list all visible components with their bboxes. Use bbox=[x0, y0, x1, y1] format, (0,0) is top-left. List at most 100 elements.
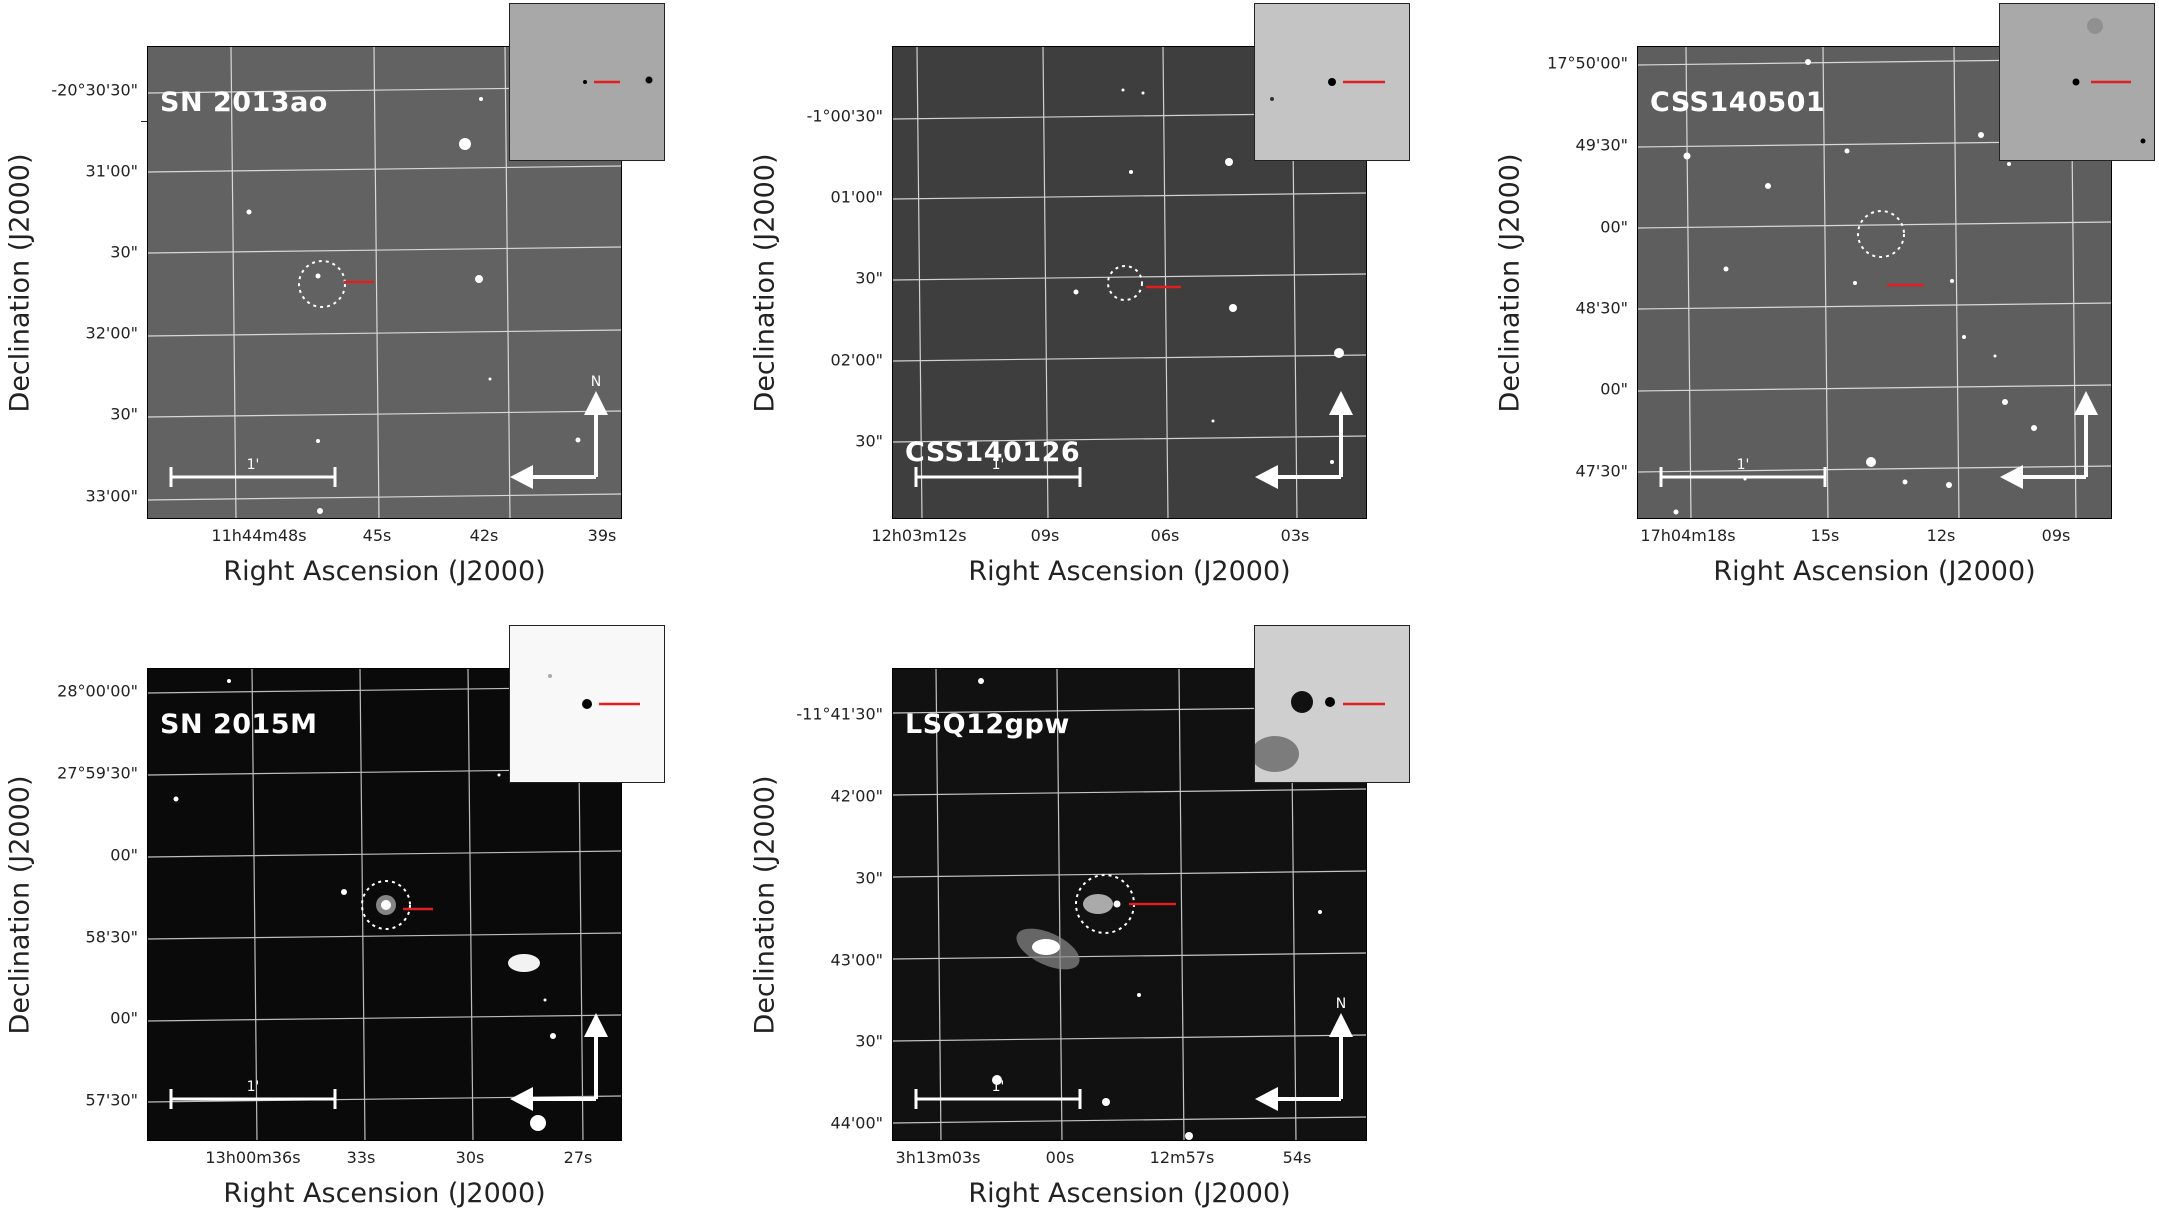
y-tick: 27°59'30" bbox=[57, 763, 138, 783]
y-tick: 42'00" bbox=[830, 786, 883, 806]
x-axis-label: Right Ascension (J2000) bbox=[968, 1178, 1291, 1209]
y-tick: 00" bbox=[110, 845, 138, 865]
x-tick: 12h03m12s bbox=[871, 526, 967, 545]
scale-bar bbox=[914, 467, 1082, 487]
x-axis-label: Right Ascension (J2000) bbox=[968, 556, 1291, 587]
y-tick: 30" bbox=[855, 868, 883, 888]
object-name: SN 2015M bbox=[160, 709, 318, 740]
y-tick: 00" bbox=[1600, 217, 1628, 237]
target-circle bbox=[1107, 265, 1143, 301]
y-tick: 49'30" bbox=[1575, 135, 1628, 155]
object-name: CSS140501 bbox=[1650, 87, 1826, 118]
inset-image bbox=[1999, 3, 2155, 161]
x-tick: 03s bbox=[1280, 526, 1310, 545]
inset-sky bbox=[2072, 18, 2146, 144]
scale-bar-label: 1' bbox=[1737, 457, 1750, 473]
inset-sky bbox=[583, 76, 653, 84]
compass-arrows bbox=[510, 1013, 608, 1111]
x-tick: 30s bbox=[455, 1148, 485, 1167]
scale-bar-label: 1' bbox=[992, 1079, 1005, 1095]
x-tick: 00s bbox=[1045, 1148, 1075, 1167]
y-tick: 47'30" bbox=[1575, 461, 1628, 481]
object-name: CSS140126 bbox=[905, 437, 1081, 468]
x-tick: 12m57s bbox=[1149, 1148, 1215, 1167]
target-circle bbox=[361, 880, 411, 930]
x-tick: 27s bbox=[563, 1148, 593, 1167]
y-tick: 31'00" bbox=[85, 161, 138, 181]
x-tick: 12s bbox=[1926, 526, 1956, 545]
x-tick: 17h04m18s bbox=[1640, 526, 1736, 545]
x-tick: 13h00m36s bbox=[205, 1148, 301, 1167]
coordinate-grid bbox=[1638, 47, 2111, 518]
y-tick: 30" bbox=[110, 404, 138, 424]
y-tick: 43'00" bbox=[830, 950, 883, 970]
y-axis-label: Declination (J2000) bbox=[1494, 153, 1526, 413]
scale-bar-label: 1' bbox=[247, 1079, 260, 1095]
scale-bar-label: 1' bbox=[992, 457, 1005, 473]
compass-arrows bbox=[1255, 391, 1353, 489]
panel-css140501: Declination (J2000) bbox=[1490, 0, 2159, 590]
x-tick: 06s bbox=[1150, 526, 1180, 545]
scale-bar bbox=[169, 1089, 337, 1109]
object-name: SN 2013ao bbox=[160, 87, 328, 118]
inset-image bbox=[509, 3, 665, 161]
x-tick: 3h13m03s bbox=[895, 1148, 981, 1167]
inset-image bbox=[509, 625, 665, 783]
x-axis-label: Right Ascension (J2000) bbox=[223, 1178, 546, 1209]
object-name: LSQ12gpw bbox=[905, 709, 1070, 740]
panel-css140126: Declination (J2000) 1' bbox=[745, 0, 1465, 590]
y-tick: 48'30" bbox=[1575, 298, 1628, 318]
image-frame: 1' CSS140501 bbox=[1637, 46, 2112, 519]
scale-bar bbox=[169, 467, 337, 487]
y-tick: -11°41'30" bbox=[796, 704, 883, 724]
x-tick: 45s bbox=[362, 526, 392, 545]
y-tick: 00" bbox=[1600, 379, 1628, 399]
y-tick: 32'00" bbox=[85, 323, 138, 343]
x-tick: 42s bbox=[469, 526, 499, 545]
inset-sky bbox=[1255, 691, 1385, 772]
y-axis-label: Declination (J2000) bbox=[749, 153, 781, 413]
inset-image bbox=[1254, 625, 1410, 783]
x-axis-label: Right Ascension (J2000) bbox=[1713, 556, 2036, 587]
y-tick: 30" bbox=[855, 431, 883, 451]
x-axis-label: Right Ascension (J2000) bbox=[223, 556, 546, 587]
target-circle bbox=[1857, 210, 1905, 258]
y-tick: 01'00" bbox=[830, 187, 883, 207]
coordinate-grid bbox=[148, 669, 621, 1140]
y-tick: -20°30'30" bbox=[51, 80, 138, 100]
y-tick: 44'00" bbox=[830, 1113, 883, 1133]
y-tick: 30" bbox=[110, 242, 138, 262]
x-tick: 09s bbox=[1030, 526, 1060, 545]
panel-sn2015m: Declination (J2000) bbox=[0, 622, 720, 1212]
inset-sky bbox=[548, 674, 640, 709]
x-tick: 33s bbox=[346, 1148, 376, 1167]
scale-bar bbox=[1659, 467, 1827, 487]
y-tick: 00" bbox=[110, 1008, 138, 1028]
panel-sn2013ao: Declination (J2000) 1' bbox=[0, 0, 720, 590]
x-tick: 11h44m48s bbox=[211, 526, 307, 545]
inset-sky bbox=[1270, 78, 1385, 101]
y-axis-label: Declination (J2000) bbox=[4, 153, 36, 413]
y-tick: 58'30" bbox=[85, 927, 138, 947]
y-tick: 33'00" bbox=[85, 486, 138, 506]
compass-arrows bbox=[1255, 1013, 1353, 1111]
y-tick: 02'00" bbox=[830, 350, 883, 370]
x-tick: 39s bbox=[587, 526, 617, 545]
y-tick: 30" bbox=[855, 268, 883, 288]
y-axis-label: Declination (J2000) bbox=[4, 775, 36, 1035]
north-label: N bbox=[591, 374, 601, 390]
stars bbox=[173, 679, 556, 1131]
stars bbox=[246, 97, 581, 514]
stars bbox=[1673, 59, 2037, 515]
compass-arrows bbox=[2000, 391, 2098, 489]
y-tick: 17°50'00" bbox=[1547, 53, 1628, 73]
y-tick: 57'30" bbox=[85, 1090, 138, 1110]
stars bbox=[1073, 88, 1344, 464]
target-circle bbox=[298, 260, 346, 308]
y-tick: 30" bbox=[855, 1031, 883, 1051]
sky-image: 1' bbox=[1638, 47, 2111, 518]
x-tick: 15s bbox=[1810, 526, 1840, 545]
x-tick: 54s bbox=[1282, 1148, 1312, 1167]
north-label: N bbox=[1336, 996, 1346, 1012]
